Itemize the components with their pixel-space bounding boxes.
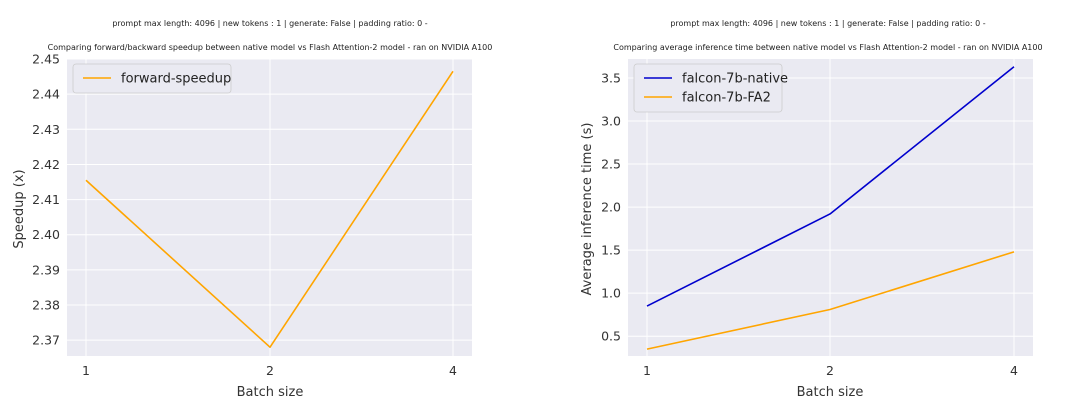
- y-tick-label: 2.5: [601, 157, 621, 172]
- y-tick-label: 2.37: [32, 333, 60, 348]
- x-tick-labels: 1 2 4: [82, 363, 457, 378]
- chart-title: Comparing forward/backward speedup betwe…: [48, 43, 493, 52]
- y-tick-label: 2.44: [32, 87, 60, 102]
- legend: forward-speedup: [73, 64, 231, 93]
- y-tick-label: 2.39: [32, 262, 60, 277]
- y-tick-label: 3.5: [601, 70, 621, 85]
- x-axis-label: Batch size: [237, 385, 304, 400]
- legend-label: forward-speedup: [121, 72, 231, 87]
- x-axis-label: Batch size: [797, 385, 864, 400]
- y-axis-label: Average inference time (s): [580, 123, 595, 296]
- x-tick-label: 1: [82, 363, 90, 378]
- y-tick-label: 2.0: [601, 200, 621, 215]
- chart-suptitle: prompt max length: 4096 | new tokens : 1…: [112, 19, 427, 28]
- y-tick-label: 3.0: [601, 113, 621, 128]
- inference-time-chart: prompt max length: 4096 | new tokens : 1…: [580, 19, 1043, 400]
- y-tick-labels: 2.37 2.38 2.39 2.40 2.41 2.42 2.43 2.44 2.45: [32, 52, 60, 348]
- legend-label: falcon-7b-native: [682, 72, 788, 87]
- chart-suptitle: prompt max length: 4096 | new tokens : 1…: [670, 19, 985, 28]
- y-axis-label: Speedup (x): [12, 169, 27, 248]
- y-tick-label: 2.42: [32, 157, 60, 172]
- x-tick-labels: 1 2 4: [643, 363, 1018, 378]
- y-tick-label: 2.40: [32, 227, 60, 242]
- x-tick-label: 2: [826, 363, 834, 378]
- y-tick-label: 2.38: [32, 298, 60, 313]
- x-tick-label: 4: [449, 363, 457, 378]
- y-tick-label: 0.5: [601, 329, 621, 344]
- legend: falcon-7b-native falcon-7b-FA2: [634, 64, 788, 112]
- chart-title: Comparing average inference time between…: [613, 43, 1042, 52]
- y-tick-labels: 0.5 1.0 1.5 2.0 2.5 3.0 3.5: [601, 70, 621, 343]
- legend-label: falcon-7b-FA2: [682, 91, 771, 106]
- speedup-chart: prompt max length: 4096 | new tokens : 1…: [12, 19, 492, 400]
- y-tick-label: 1.5: [601, 243, 621, 258]
- x-tick-label: 4: [1010, 363, 1018, 378]
- y-tick-label: 2.45: [32, 52, 60, 67]
- x-tick-label: 1: [643, 363, 651, 378]
- x-tick-label: 2: [266, 363, 274, 378]
- y-tick-label: 2.41: [32, 192, 60, 207]
- y-tick-label: 1.0: [601, 286, 621, 301]
- y-tick-label: 2.43: [32, 122, 60, 137]
